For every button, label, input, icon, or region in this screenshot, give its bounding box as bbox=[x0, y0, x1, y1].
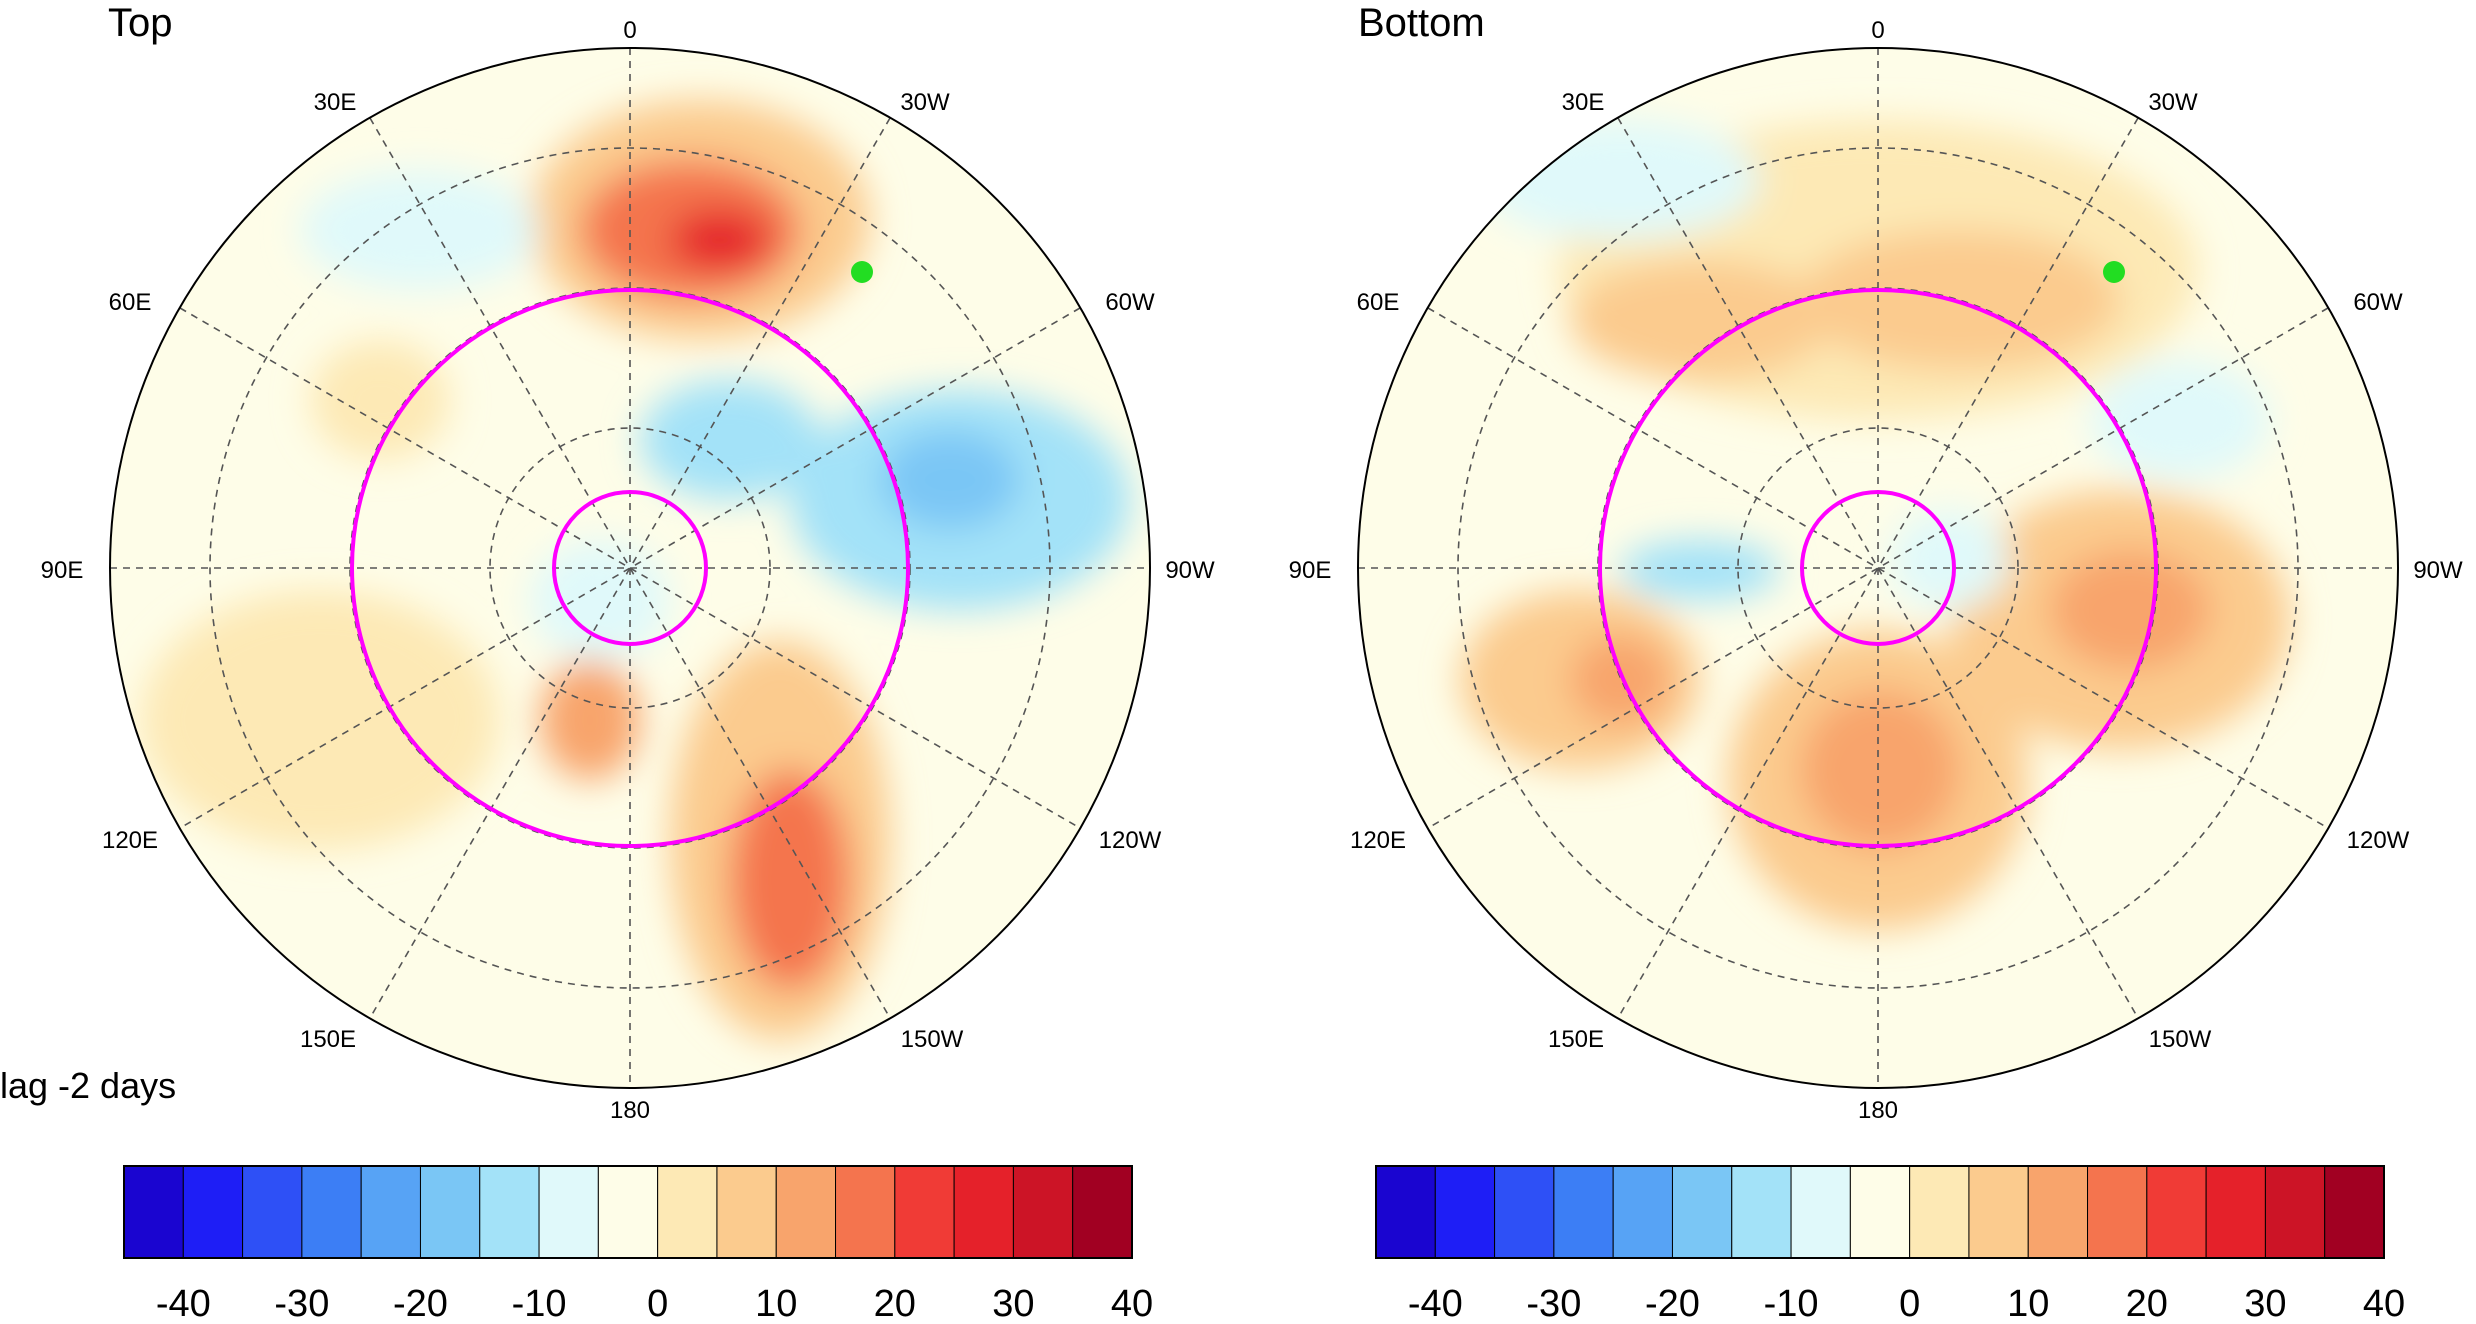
colorbar-swatch-bottom-16 bbox=[2324, 1165, 2385, 1259]
colorbar-swatch-top-3 bbox=[301, 1165, 362, 1259]
lon-label-150w: 150W bbox=[901, 1026, 964, 1053]
colorbar-swatch-top-15 bbox=[1012, 1165, 1074, 1259]
colorbar-swatch-bottom-2 bbox=[1494, 1165, 1555, 1259]
colorbar-tick-bottom-3: -10 bbox=[1764, 1283, 1819, 1324]
colorbar-tick-bottom-0: -40 bbox=[1408, 1283, 1463, 1324]
lon-label-60e: 60E bbox=[109, 289, 152, 316]
colorbar-swatch-top-4 bbox=[360, 1165, 421, 1259]
inner-highlight-circle-top bbox=[552, 490, 708, 646]
colorbar-swatch-bottom-12 bbox=[2087, 1165, 2148, 1259]
map-panel-top: Top bbox=[41, 1, 1215, 1124]
colorbar-swatch-top-13 bbox=[894, 1165, 955, 1259]
outer-highlight-circle-bottom bbox=[1598, 288, 2158, 848]
lon-label-0: 0 bbox=[1871, 17, 1884, 44]
colorbar-tick-bottom-1: -30 bbox=[1526, 1283, 1581, 1324]
colorbar-swatch-bottom-4 bbox=[1612, 1165, 1673, 1259]
colorbar-swatch-bottom-7 bbox=[1790, 1165, 1851, 1259]
lon-label-90e: 90E bbox=[41, 557, 84, 584]
colorbar-swatch-bottom-13 bbox=[2146, 1165, 2207, 1259]
colorbar-swatch-top-8 bbox=[597, 1165, 659, 1259]
colorbar-swatch-bottom-15 bbox=[2264, 1165, 2326, 1259]
lon-label-180: 180 bbox=[1858, 1097, 1898, 1124]
colorbar-swatch-bottom-14 bbox=[2205, 1165, 2266, 1259]
longitude-labels-bottom: 0 30W 60W 90W 120W 150W 180 150E 120E 90… bbox=[1289, 17, 2463, 1124]
lag-label: lag -2 days bbox=[0, 1065, 176, 1106]
map-panel-bottom: Bottom bbox=[1289, 1, 2463, 1124]
lon-label-120w: 120W bbox=[2347, 827, 2410, 854]
panel-title-bottom: Bottom bbox=[1358, 1, 1485, 45]
lon-label-180: 180 bbox=[610, 1097, 650, 1124]
colorbar-swatch-top-10 bbox=[716, 1165, 777, 1259]
lon-label-120w: 120W bbox=[1099, 827, 1162, 854]
colorbar-swatch-bottom-10 bbox=[1968, 1165, 2029, 1259]
colorbar-tick-top-3: -10 bbox=[512, 1283, 567, 1324]
colorbar-frame-bottom bbox=[1375, 1165, 2385, 1259]
graticule-top bbox=[110, 48, 1150, 1088]
colorbar-swatch-top-12 bbox=[835, 1165, 896, 1259]
colorbar-tick-top-4: 0 bbox=[647, 1283, 668, 1324]
colorbar-swatch-bottom-5 bbox=[1671, 1165, 1733, 1259]
colorbar-swatch-top-16 bbox=[1072, 1165, 1133, 1259]
colorbar-swatch-top-1 bbox=[182, 1165, 244, 1259]
colorbar-tick-bottom-5: 10 bbox=[2007, 1283, 2049, 1324]
lon-label-30e: 30E bbox=[314, 89, 357, 116]
location-marker-bottom bbox=[2103, 261, 2125, 283]
lon-label-60e: 60E bbox=[1357, 289, 1400, 316]
colorbar-tick-bottom-6: 20 bbox=[2126, 1283, 2168, 1324]
colorbar-frame-top bbox=[123, 1165, 1133, 1259]
inner-highlight-circle-bottom bbox=[1800, 490, 1956, 646]
colorbar-swatch-top-14 bbox=[953, 1165, 1014, 1259]
lon-label-30e: 30E bbox=[1562, 89, 1605, 116]
lon-label-90e: 90E bbox=[1289, 557, 1332, 584]
colorbar-swatch-bottom-0 bbox=[1375, 1165, 1436, 1259]
colorbar-swatch-bottom-9 bbox=[1909, 1165, 1970, 1259]
map-boundary-bottom bbox=[1357, 47, 2399, 1089]
colorbar-swatch-bottom-6 bbox=[1731, 1165, 1792, 1259]
graticule-bottom bbox=[1358, 48, 2398, 1088]
colorbar-tick-top-5: 10 bbox=[755, 1283, 797, 1324]
lon-label-60w: 60W bbox=[1105, 289, 1155, 316]
colorbar-swatch-top-6 bbox=[479, 1165, 540, 1259]
colorbar-bottom: -40 -30 -20 -10 0 10 20 30 40 bbox=[1375, 1165, 2405, 1324]
colorbar-swatch-top-9 bbox=[657, 1165, 718, 1259]
colorbar-tick-top-2: -20 bbox=[393, 1283, 448, 1324]
colorbar-swatch-top-7 bbox=[538, 1165, 599, 1259]
colorbar-tick-bottom-2: -20 bbox=[1645, 1283, 1700, 1324]
colorbar-swatch-bottom-1 bbox=[1434, 1165, 1496, 1259]
lon-label-30w: 30W bbox=[2148, 89, 2198, 116]
colorbar-swatch-bottom-8 bbox=[1849, 1165, 1911, 1259]
longitude-labels-top: 0 30W 60W 90W 120W 150W 180 150E 120E 90… bbox=[41, 17, 1215, 1124]
lon-label-0: 0 bbox=[623, 17, 636, 44]
colorbar-tick-bottom-4: 0 bbox=[1899, 1283, 1920, 1324]
colorbar-tick-top-6: 20 bbox=[874, 1283, 916, 1324]
colorbar-top: -40 -30 -20 -10 0 10 20 30 40 bbox=[123, 1165, 1153, 1324]
lon-label-90w: 90W bbox=[1165, 557, 1215, 584]
colorbar-tick-top-8: 40 bbox=[1111, 1283, 1153, 1324]
colorbar-tick-bottom-8: 40 bbox=[2363, 1283, 2405, 1324]
colorbar-tick-top-1: -30 bbox=[274, 1283, 329, 1324]
colorbar-tick-top-7: 30 bbox=[992, 1283, 1034, 1324]
colorbar-swatch-top-5 bbox=[419, 1165, 481, 1259]
colorbar-swatch-bottom-3 bbox=[1553, 1165, 1614, 1259]
lon-label-120e: 120E bbox=[102, 827, 158, 854]
panel-title-top: Top bbox=[108, 1, 173, 45]
lon-label-150e: 150E bbox=[1548, 1026, 1604, 1053]
colorbar-tick-bottom-7: 30 bbox=[2244, 1283, 2286, 1324]
map-boundary-top bbox=[109, 47, 1151, 1089]
lon-label-90w: 90W bbox=[2413, 557, 2463, 584]
lon-label-150w: 150W bbox=[2149, 1026, 2212, 1053]
colorbar-tick-top-0: -40 bbox=[156, 1283, 211, 1324]
lon-label-30w: 30W bbox=[900, 89, 950, 116]
colorbar-swatch-top-0 bbox=[123, 1165, 184, 1259]
outer-highlight-circle-top bbox=[350, 288, 910, 848]
lon-label-150e: 150E bbox=[300, 1026, 356, 1053]
lon-label-120e: 120E bbox=[1350, 827, 1406, 854]
lon-label-60w: 60W bbox=[2353, 289, 2403, 316]
colorbar-swatch-top-11 bbox=[775, 1165, 837, 1259]
colorbar-swatch-top-2 bbox=[242, 1165, 303, 1259]
colorbar-swatch-bottom-11 bbox=[2027, 1165, 2089, 1259]
location-marker-top bbox=[851, 261, 873, 283]
